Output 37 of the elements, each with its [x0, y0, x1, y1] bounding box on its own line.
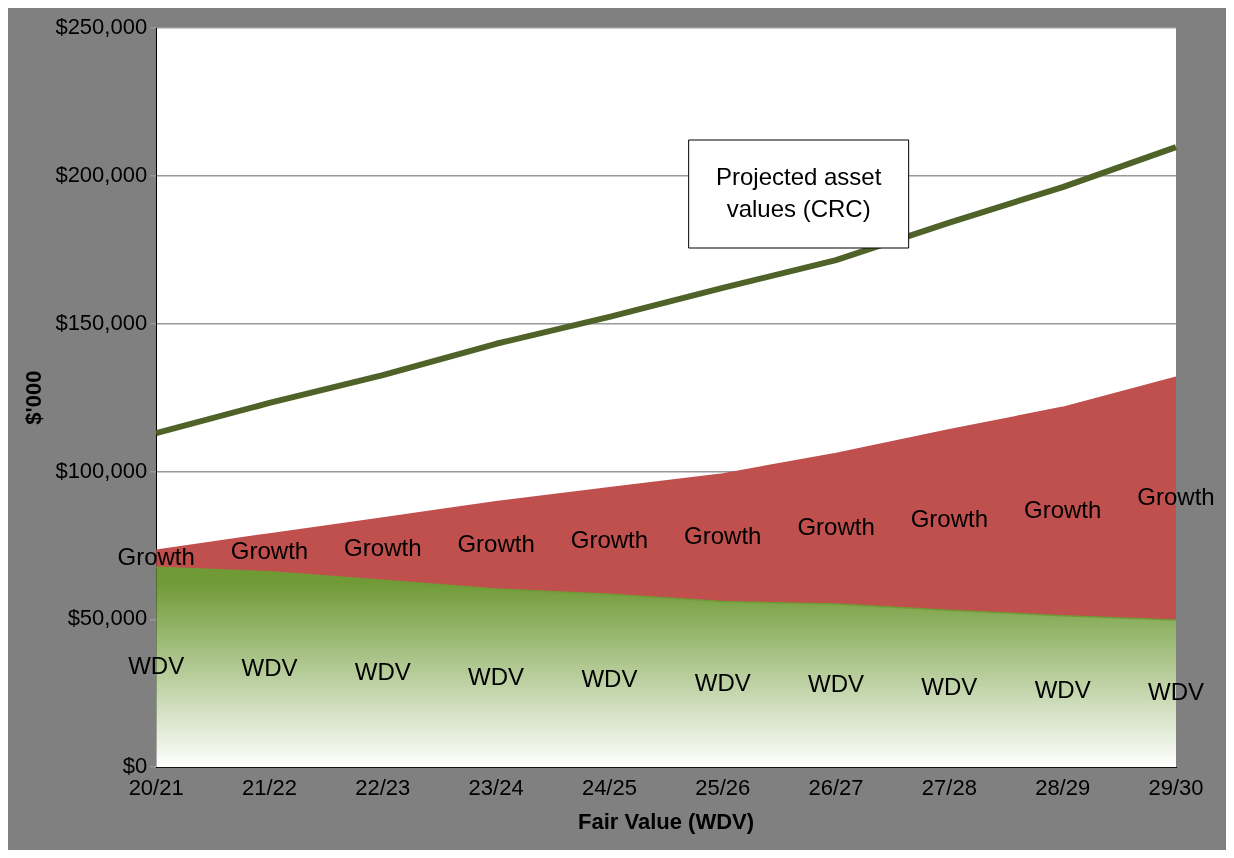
text: WDV: [1148, 678, 1204, 706]
y-tick-label: $250,000: [55, 14, 148, 40]
series-label: Projected asset values (CRC): [715, 162, 882, 222]
series-label: WDV: [128, 651, 185, 679]
y-tick-label: $100,000: [55, 457, 148, 483]
text: Growth: [684, 522, 762, 550]
y-tick-label: $150,000: [55, 309, 148, 335]
x-axis-title: Fair Value (WDV): [578, 808, 755, 834]
x-tick-label: 25/26: [695, 775, 751, 801]
text: Growth: [344, 533, 422, 561]
y-tick-label: $50,000: [67, 605, 148, 631]
text: WDV: [1034, 676, 1091, 704]
text: Growth: [570, 525, 649, 553]
y-tick-label: $200,000: [55, 161, 148, 187]
x-tick-label: 29/30: [1148, 775, 1204, 801]
text: WDV: [808, 670, 865, 698]
text: WDV: [694, 669, 751, 697]
text: Growth: [797, 513, 875, 541]
text: Growth: [230, 537, 309, 565]
x-tick-label: 27/28: [921, 775, 977, 801]
text: WDV: [581, 665, 638, 693]
x-tick-label: 21/22: [241, 775, 298, 801]
text: WDV: [241, 654, 298, 682]
x-tick-label: 26/27: [808, 775, 864, 801]
series-label: Growth: [117, 543, 195, 571]
text: WDV: [921, 673, 978, 701]
text: Growth: [910, 504, 989, 532]
text: Growth: [1137, 483, 1215, 511]
x-tick-label: 23/24: [468, 775, 524, 801]
x-tick-label: 24/25: [581, 775, 637, 801]
y-axis-title: $'000: [21, 370, 47, 425]
text: WDV: [354, 658, 411, 686]
text: Growth: [1024, 496, 1102, 524]
text: Growth: [457, 529, 535, 557]
text: WDV: [468, 662, 525, 690]
x-tick-label: 22/23: [355, 775, 411, 801]
x-tick-label: 28/29: [1035, 775, 1091, 801]
